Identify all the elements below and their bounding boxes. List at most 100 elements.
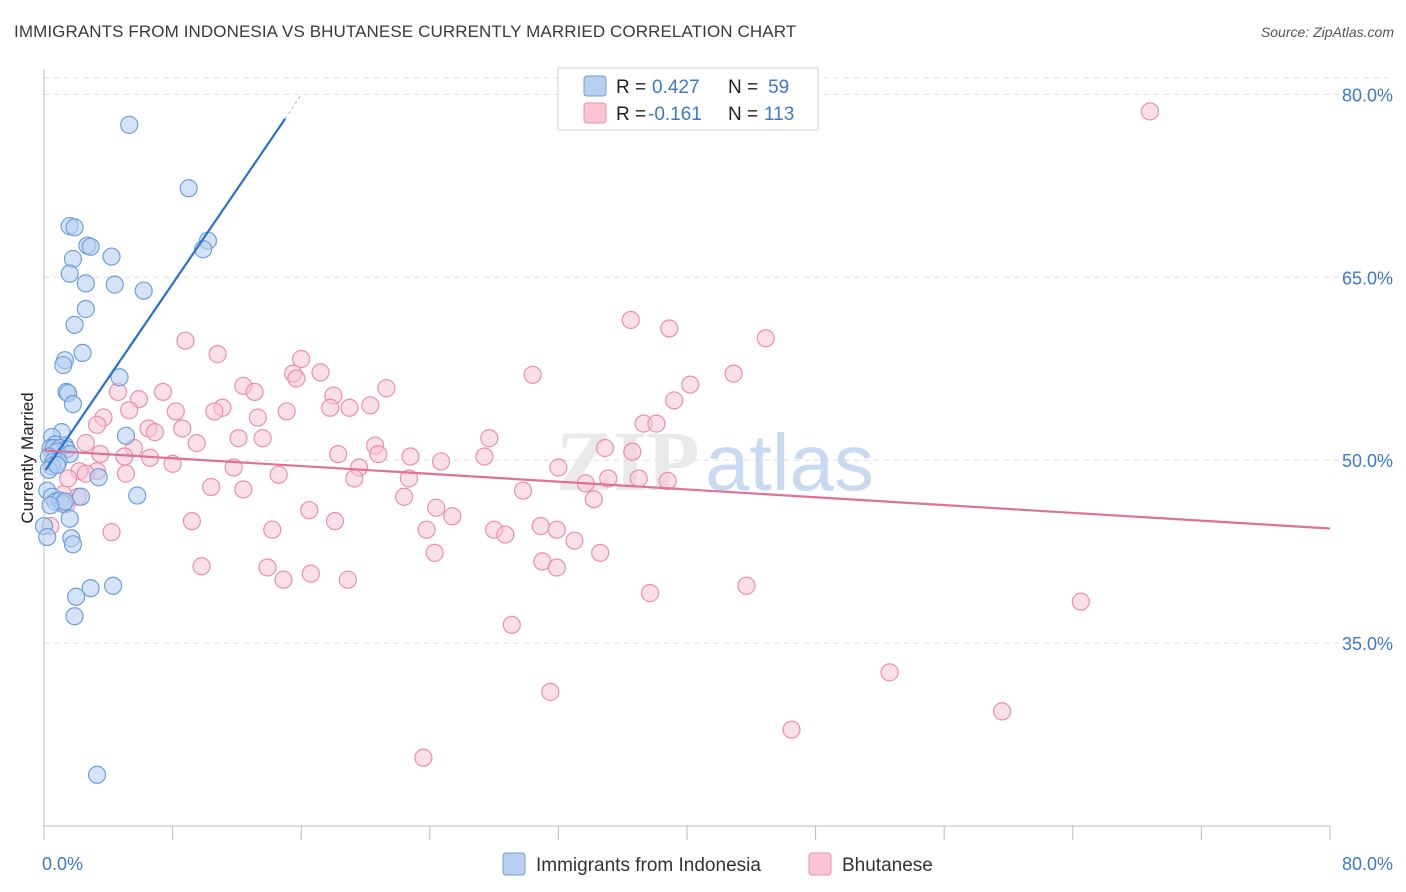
legend-n-value-1: 59 (768, 77, 789, 98)
legend-bhutanese-label: Bhutanese (842, 855, 933, 876)
indonesia-point (73, 343, 92, 362)
indonesia-trend-line (44, 118, 287, 471)
bhutanese-point (584, 490, 603, 509)
legend-n-value-2: 113 (764, 104, 794, 125)
indonesia-point (63, 535, 83, 554)
indonesia-point (179, 179, 198, 198)
bhutanese-point (234, 480, 253, 499)
bhutanese-point (277, 402, 296, 421)
bhutanese-point (431, 452, 451, 471)
bhutanese-point (369, 444, 388, 464)
bhutanese-point (541, 682, 560, 701)
bhutanese-point (263, 520, 282, 539)
stats-legend: R = 0.427 N = 59 R = -0.161 N = 113 (557, 67, 819, 131)
bhutanese-point (880, 663, 899, 682)
x-tick-label: 0.0% (42, 854, 83, 874)
bhutanese-point (76, 434, 95, 453)
y-tick-label: 50.0% (1342, 451, 1393, 471)
bhutanese-point (599, 469, 618, 488)
indonesia-point (76, 274, 95, 293)
y-tick-label: 65.0% (1342, 268, 1393, 288)
indonesia-point (60, 509, 79, 528)
x-tick-label: 80.0% (1342, 854, 1393, 874)
bhutanese-point (547, 558, 566, 577)
bhutanese-point (394, 487, 414, 506)
legend-swatch-blue (583, 75, 607, 97)
watermark-zip: ZIP (556, 413, 699, 509)
bhutanese-trend-line (43, 449, 1331, 530)
bhutanese-point (629, 469, 648, 488)
bhutanese-point (329, 444, 348, 464)
indonesia-point (89, 468, 108, 487)
bhutanese-point (595, 438, 615, 458)
bhutanese-point (660, 319, 679, 338)
bhutanese-point (192, 557, 211, 576)
bhutanese-point (340, 398, 359, 417)
bhutanese-point (1140, 102, 1160, 121)
bhutanese-point (425, 543, 444, 562)
bhutanese-point (681, 375, 700, 394)
grid-lines (44, 77, 1393, 644)
bhutanese-point (623, 442, 642, 461)
indonesia-point (65, 315, 84, 334)
bhutanese-point (523, 365, 542, 384)
bhutanese-point (502, 615, 521, 634)
legend-n-label-1: N = (728, 77, 758, 98)
indonesia-point (134, 281, 153, 300)
series-legend[interactable]: Immigrants from Indonesia Bhutanese (502, 852, 933, 876)
indonesia-point (65, 607, 84, 626)
legend-swatch-pink (583, 102, 607, 124)
bhutanese-point (414, 748, 433, 767)
indonesia-point (41, 496, 60, 515)
bhutanese-point (166, 402, 185, 421)
bhutanese-point (345, 469, 364, 488)
bhutanese-point (591, 543, 610, 562)
indonesia-point (87, 765, 107, 784)
indonesia-point (60, 264, 79, 283)
bhutanese-point (756, 329, 775, 348)
indonesia-point (63, 249, 83, 269)
bhutanese-point (120, 401, 139, 420)
y-axis-label: Currently Married (18, 392, 37, 523)
bhutanese-point (513, 481, 533, 500)
bhutanese-point (399, 469, 419, 488)
bhutanese-point (621, 310, 640, 330)
legend-indonesia-label: Immigrants from Indonesia (536, 855, 761, 876)
bhutanese-point (253, 429, 272, 448)
legend-r-label-2: R = (616, 104, 646, 125)
legend-r-label-1: R = (616, 77, 646, 98)
bhutanese-point (87, 415, 107, 434)
bhutanese-point (658, 471, 677, 491)
indonesia-point (38, 527, 57, 547)
bhutanese-point (59, 469, 78, 488)
y-tick-label: 80.0% (1342, 85, 1393, 105)
indonesia-point (102, 247, 121, 266)
bhutanese-point (361, 396, 380, 415)
tick-labels: 35.0% 50.0% 65.0% 80.0% 0.0% 80.0% (42, 85, 1393, 874)
watermark-atlas: atlas (705, 418, 874, 507)
bhutanese-point (401, 447, 420, 466)
indonesia-trend-extension (284, 94, 302, 120)
indonesia-point (81, 579, 100, 598)
bhutanese-point (565, 531, 584, 550)
bhutanese-point (301, 564, 320, 583)
indonesia-point (71, 487, 91, 506)
bhutanese-point (173, 419, 192, 438)
bhutanese-point (208, 345, 227, 364)
bhutanese-point (258, 558, 277, 577)
bhutanese-point (269, 465, 288, 484)
indonesia-point (54, 355, 73, 375)
bhutanese-point (640, 584, 660, 603)
indonesia-point (63, 395, 83, 414)
indonesia-point (104, 576, 123, 595)
bhutanese-point (176, 331, 195, 350)
bhutanese-point (325, 512, 345, 531)
bhutanese-point (496, 525, 515, 544)
indonesia-point (81, 237, 100, 256)
indonesia-point (105, 275, 124, 294)
y-tick-label: 35.0% (1342, 634, 1393, 654)
bhutanese-point (737, 576, 756, 595)
indonesia-point (128, 486, 147, 505)
bhutanese-point (205, 402, 224, 421)
bhutanese-point (153, 382, 173, 402)
